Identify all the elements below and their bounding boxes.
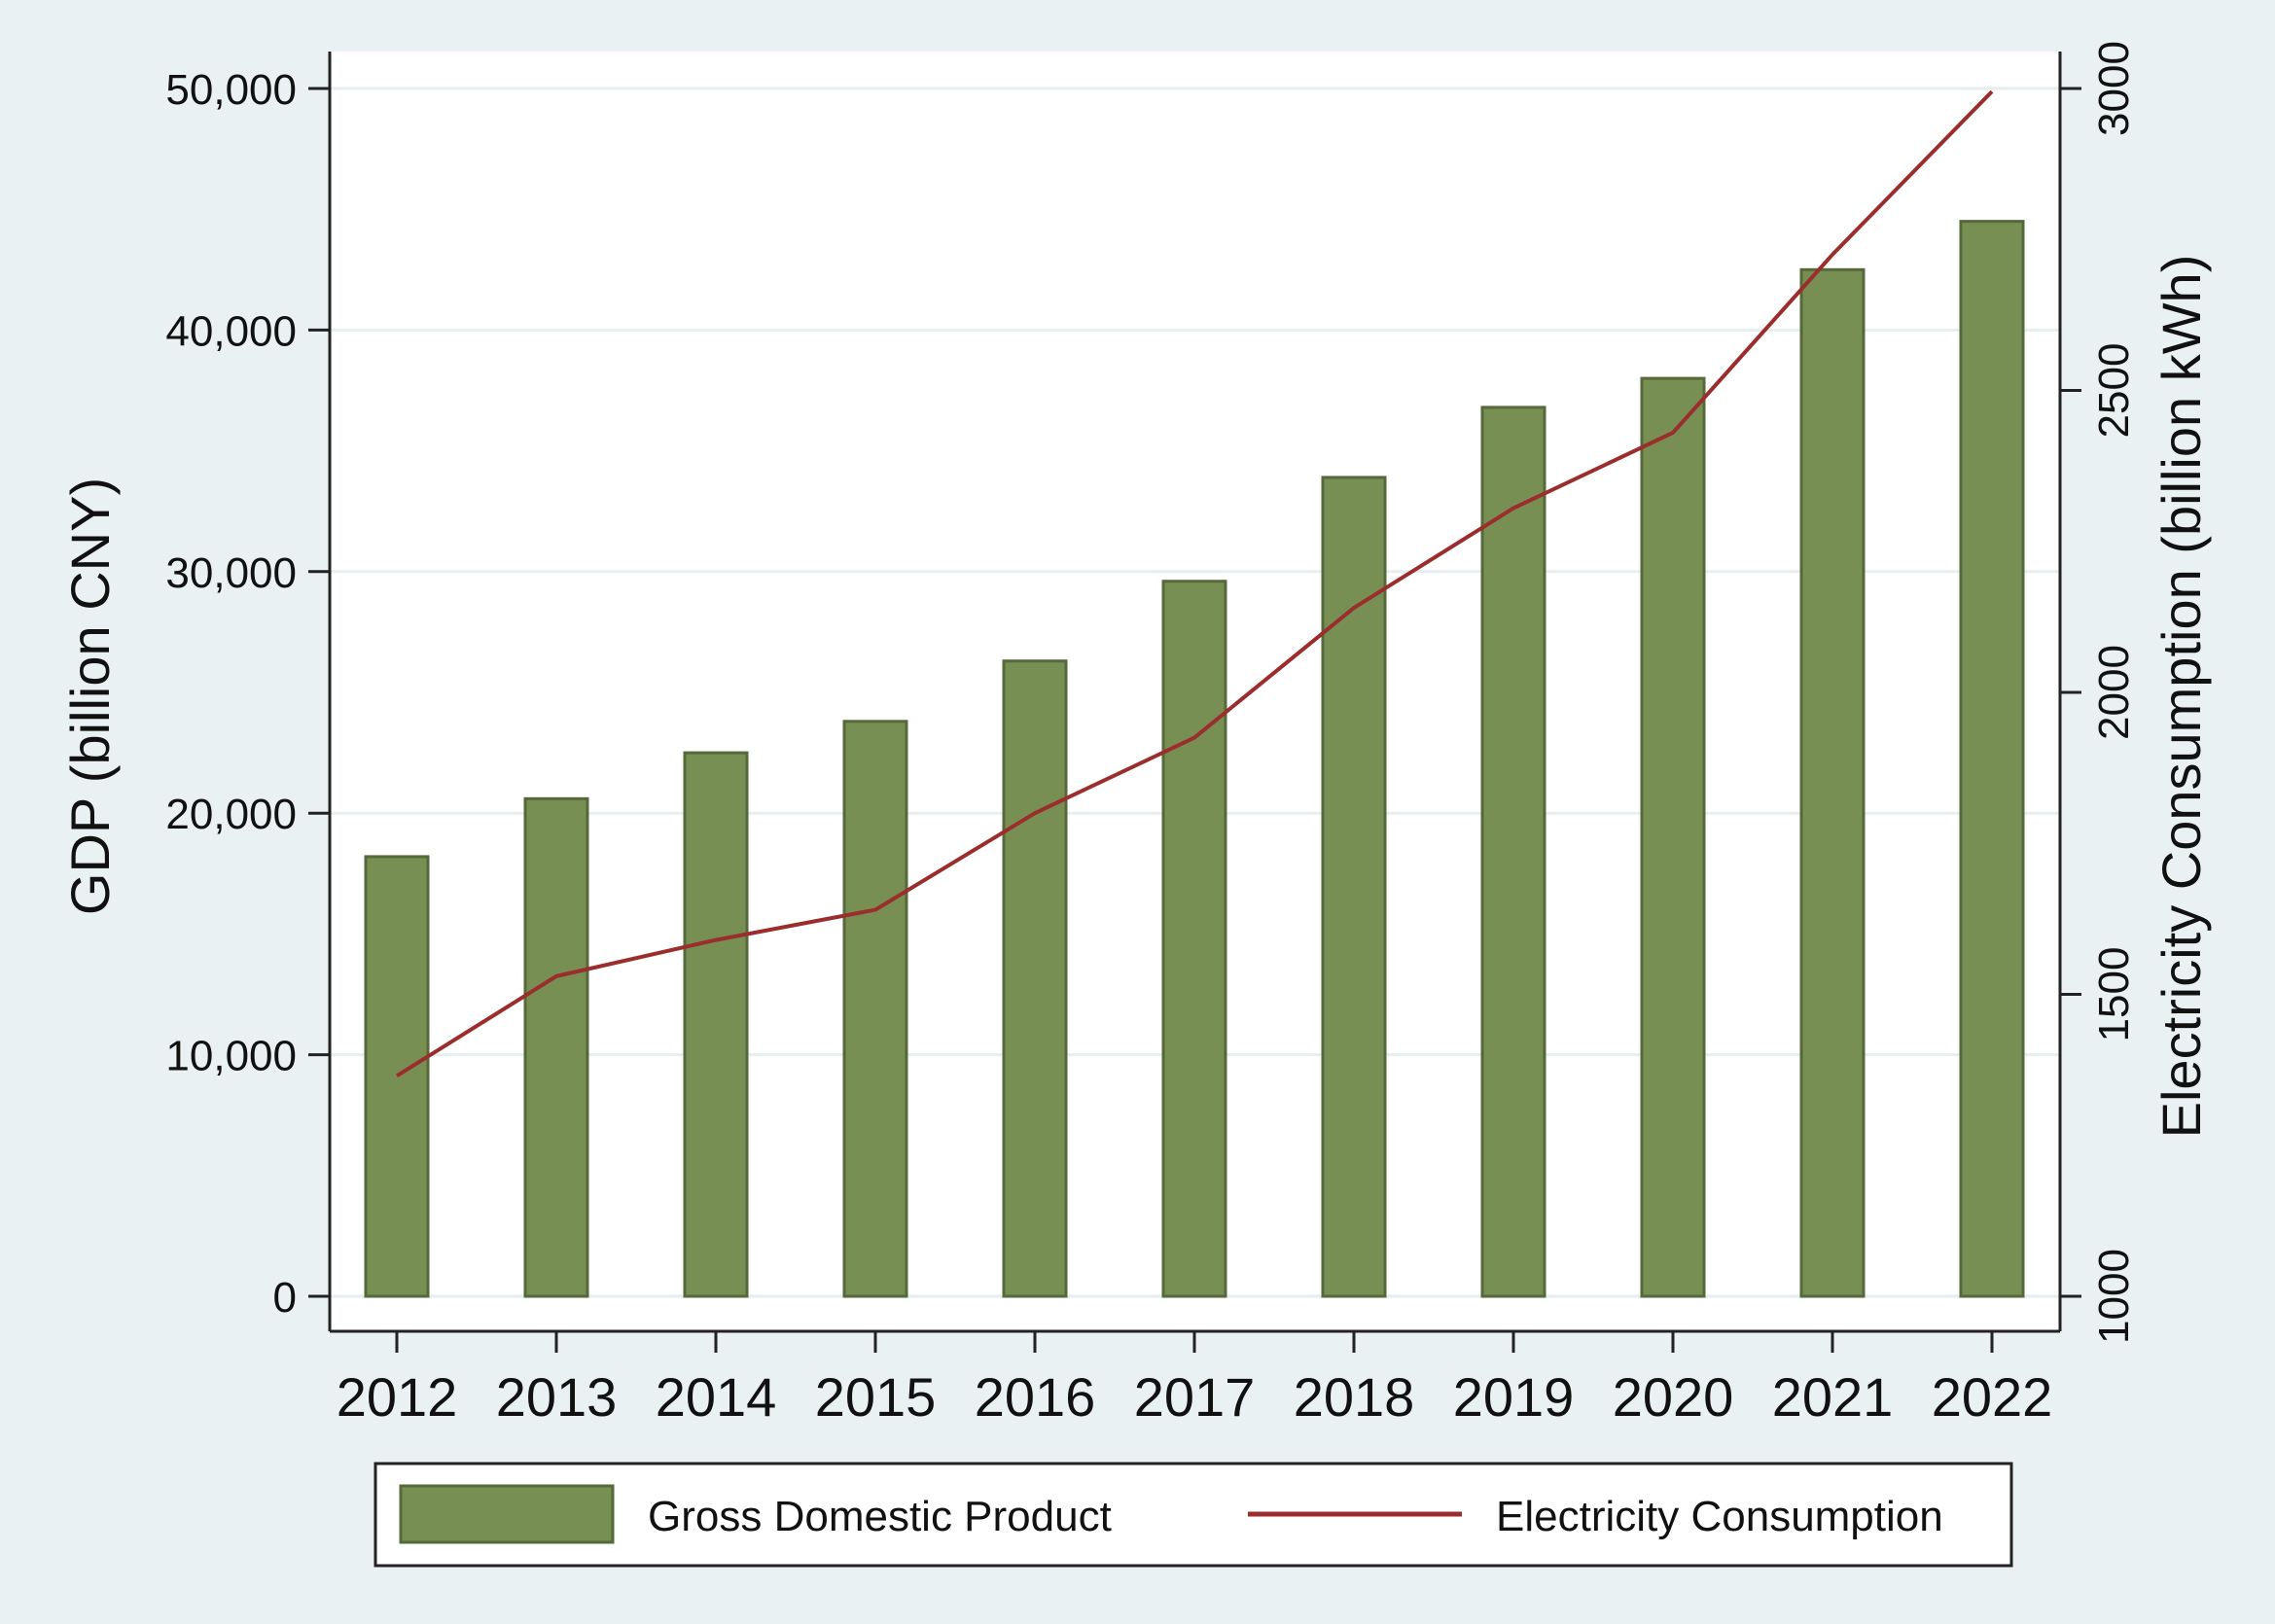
x-tick-label: 2016 — [975, 1366, 1096, 1428]
x-tick-label: 2022 — [1932, 1366, 2053, 1428]
x-tick-label: 2020 — [1613, 1366, 1734, 1428]
gdp-bar — [364, 855, 430, 1298]
legend: Gross Domestic Product Electricity Consu… — [373, 1462, 2013, 1568]
x-tick-label: 2015 — [815, 1366, 937, 1428]
gdp-bar — [1640, 376, 1706, 1298]
x-tick-label: 2014 — [656, 1366, 777, 1428]
y2-tick-label: 2000 — [2090, 645, 2138, 740]
y-tick-label: 30,000 — [165, 549, 297, 597]
legend-gdp-label: Gross Domestic Product — [648, 1493, 1112, 1540]
gdp-bar — [1959, 220, 2025, 1298]
gdp-bar — [1002, 659, 1068, 1298]
x-tick-label: 2021 — [1772, 1366, 1894, 1428]
gdp-bar — [1321, 476, 1387, 1298]
x-tick-label: 2012 — [337, 1366, 458, 1428]
gdp-bar — [1480, 406, 1546, 1298]
x-tick-label: 2017 — [1134, 1366, 1256, 1428]
legend-electricity-label: Electricity Consumption — [1496, 1493, 1943, 1540]
axes — [308, 52, 2081, 1353]
y2-axis-title: Electricity Consumption (billion kWh) — [2151, 255, 2212, 1139]
electricity-line-layer — [395, 89, 1994, 1078]
tick-labels: 0 10,000 20,000 30,000 40,000 50,000 1000 1500 2… — [165, 41, 2138, 1428]
gdp-bar — [1799, 267, 1866, 1298]
gdp-bar — [523, 796, 589, 1298]
x-tick-label: 2013 — [496, 1366, 618, 1428]
y2-tick-label: 1000 — [2090, 1249, 2138, 1344]
y-tick-label: 20,000 — [165, 791, 297, 838]
y-tick-label: 0 — [273, 1274, 297, 1322]
gdp-bar — [1161, 580, 1227, 1298]
y2-tick-label: 2500 — [2090, 343, 2138, 439]
y-tick-label: 50,000 — [165, 66, 297, 114]
gdp-bars — [364, 220, 2025, 1298]
legend-box — [373, 1462, 2013, 1568]
y-axis-title: GDP (billion CNY) — [59, 477, 121, 915]
y-tick-label: 40,000 — [165, 307, 297, 355]
y2-tick-label: 1500 — [2090, 947, 2138, 1042]
x-tick-label: 2019 — [1453, 1366, 1575, 1428]
y2-tick-label: 3000 — [2090, 41, 2138, 136]
gdp-bar — [683, 751, 749, 1298]
gdp-bar — [842, 720, 908, 1298]
x-tick-label: 2018 — [1294, 1366, 1415, 1428]
legend-gdp-swatch — [399, 1484, 615, 1544]
y-tick-label: 10,000 — [165, 1033, 297, 1080]
